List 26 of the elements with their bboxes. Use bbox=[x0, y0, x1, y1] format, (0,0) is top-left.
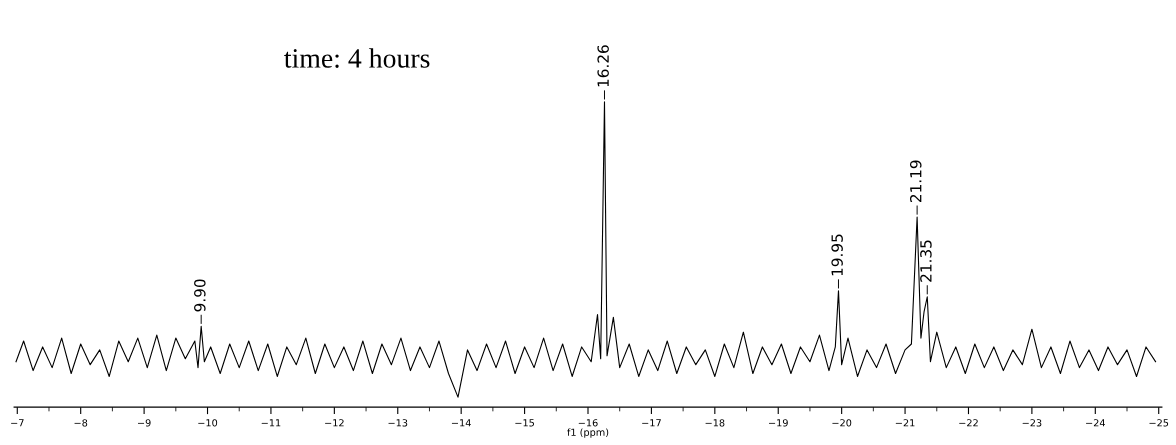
x-tick-label: −11 bbox=[261, 419, 281, 427]
annotation: 21.19 bbox=[909, 160, 922, 203]
x-tick-label: −17 bbox=[642, 419, 661, 427]
x-tick-label: −9 bbox=[137, 419, 151, 427]
x-tick-label: −16 bbox=[578, 419, 598, 427]
x-tick-label: −18 bbox=[705, 419, 725, 427]
x-tick-label: −20 bbox=[832, 419, 852, 427]
x-tick-label: −24 bbox=[1086, 419, 1106, 427]
x-tick-label: −8 bbox=[74, 419, 88, 427]
x-tick-label: −7 bbox=[11, 419, 24, 427]
x-tick-label: −22 bbox=[959, 419, 978, 427]
annotation: 21.35 bbox=[920, 240, 932, 282]
x-tick-label: −19 bbox=[769, 419, 788, 427]
x-tick-label: −10 bbox=[198, 419, 218, 427]
x-tick-label: −14 bbox=[451, 419, 471, 427]
x-tick-label: −25 bbox=[1149, 419, 1169, 427]
x-tick-label: −13 bbox=[388, 419, 408, 427]
annotation: 19.95 bbox=[831, 234, 843, 276]
x-tick-label: −12 bbox=[325, 419, 344, 427]
x-axis-title: f1 (ppm) bbox=[567, 428, 609, 438]
x-tick-label: −21 bbox=[895, 419, 915, 427]
x-tick-label: −23 bbox=[1022, 419, 1042, 427]
text: time: 4 hours bbox=[284, 48, 430, 68]
annotation: 16.26 bbox=[597, 45, 609, 87]
x-tick-label: −15 bbox=[515, 419, 534, 427]
annotation: 9.90 bbox=[194, 279, 206, 312]
